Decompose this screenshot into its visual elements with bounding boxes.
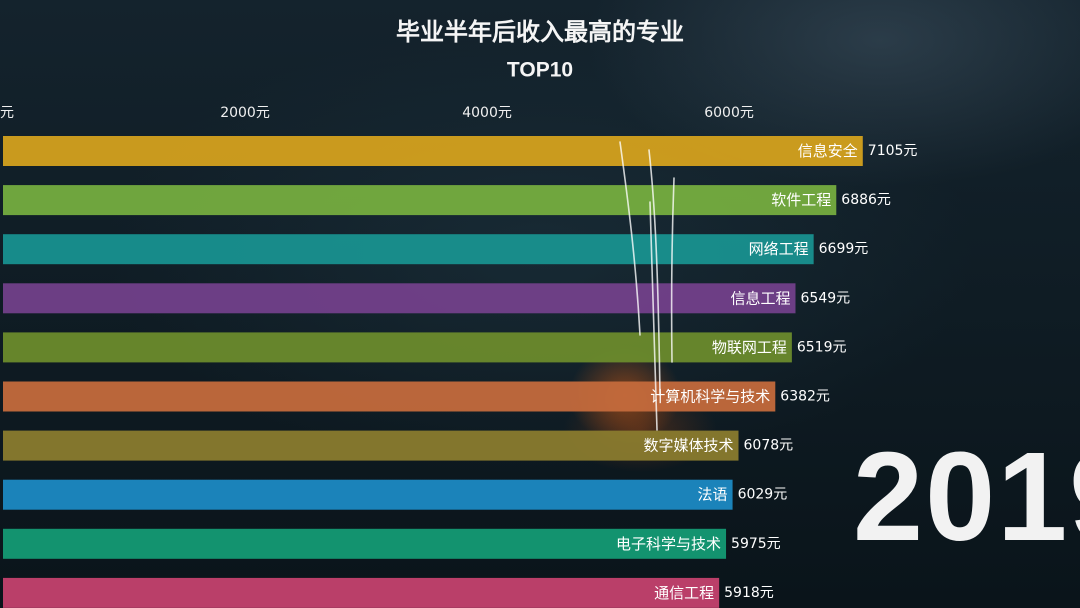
year-label: 2019 xyxy=(853,434,1080,556)
bar-category-label: 通信工程 xyxy=(654,584,714,602)
bar xyxy=(3,234,814,265)
bar-category-label: 法语 xyxy=(698,486,728,504)
chart-subtitle: TOP10 xyxy=(507,59,573,82)
bar xyxy=(3,430,739,461)
chart-title: 毕业半年后收入最高的专业 xyxy=(396,18,684,46)
bar xyxy=(3,479,733,510)
bar-value-label: 6029元 xyxy=(738,487,788,503)
firework-streak xyxy=(649,201,658,431)
bar-row: 物联网工程 6519元 xyxy=(3,332,847,363)
firework-streak xyxy=(619,141,641,336)
bar-row: 软件工程 6886元 xyxy=(3,185,891,216)
bar-row: 信息工程 6549元 xyxy=(3,283,851,314)
bar xyxy=(3,332,792,363)
x-tick-label: 6000元 xyxy=(704,105,754,121)
bar-value-label: 6078元 xyxy=(744,438,794,454)
bar-row: 电子科学与技术 5975元 xyxy=(3,528,781,559)
bar-value-label: 6886元 xyxy=(841,192,891,208)
bar-category-label: 物联网工程 xyxy=(712,338,787,356)
bar-category-label: 信息安全 xyxy=(798,142,858,160)
x-tick-label: 4000元 xyxy=(462,105,512,121)
x-tick-label: 元 xyxy=(0,105,14,121)
bar xyxy=(3,283,796,314)
bar-row: 网络工程 6699元 xyxy=(3,234,869,265)
bar-value-label: 5975元 xyxy=(731,536,781,552)
bar-row: 数字媒体技术 6078元 xyxy=(3,430,794,461)
x-tick-label: 2000元 xyxy=(220,105,270,121)
bar-category-label: 信息工程 xyxy=(730,289,790,307)
bar-category-label: 计算机科学与技术 xyxy=(650,388,770,406)
bar xyxy=(3,381,776,412)
bar xyxy=(3,136,863,166)
bar-value-label: 6519元 xyxy=(797,339,847,355)
bar xyxy=(3,185,837,216)
bar-row: 信息安全 7105元 xyxy=(3,136,917,166)
bar-value-label: 6382元 xyxy=(780,389,830,405)
bar-value-label: 6699元 xyxy=(819,241,869,257)
bar-value-label: 6549元 xyxy=(801,290,851,306)
bar-row: 法语 6029元 xyxy=(3,479,788,510)
firework-streak xyxy=(670,177,675,363)
bar xyxy=(3,577,720,608)
bar-value-label: 5918元 xyxy=(724,585,774,601)
bar-row: 计算机科学与技术 6382元 xyxy=(3,381,830,412)
bar-row: 通信工程 5918元 xyxy=(3,577,774,608)
x-axis-ticks: 元 2000元 4000元 6000元 xyxy=(0,105,754,121)
firework-streak xyxy=(648,149,661,396)
bar-category-label: 软件工程 xyxy=(771,191,831,209)
bar-value-label: 7105元 xyxy=(868,143,918,159)
firework-streaks xyxy=(619,141,675,431)
bar-category-label: 电子科学与技术 xyxy=(616,535,721,553)
bar-category-label: 网络工程 xyxy=(749,240,809,258)
bar xyxy=(3,528,727,559)
bar-category-label: 数字媒体技术 xyxy=(643,437,733,455)
